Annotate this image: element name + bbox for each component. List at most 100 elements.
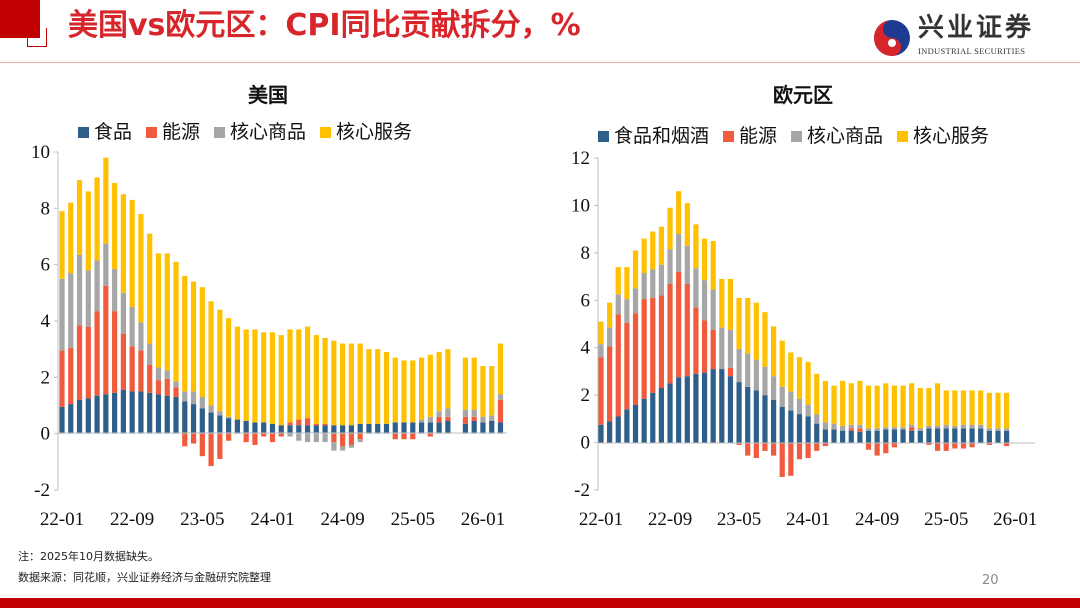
bar-食品和烟酒 bbox=[745, 386, 751, 443]
x-tick-label: 26-01 bbox=[461, 509, 505, 530]
bar-能源 bbox=[182, 433, 188, 447]
legend-us: 食品 能源 核心商品 核心服务 bbox=[78, 121, 426, 143]
bar-核心服务 bbox=[85, 191, 91, 271]
bar-能源 bbox=[986, 442, 992, 445]
bar-能源 bbox=[934, 442, 941, 451]
bar-食品 bbox=[418, 422, 425, 434]
bar-核心商品 bbox=[943, 424, 949, 429]
bar-核心服务 bbox=[182, 275, 188, 392]
bar-能源 bbox=[710, 329, 716, 370]
bar-核心服务 bbox=[427, 354, 433, 417]
bar-核心商品 bbox=[357, 439, 363, 443]
bar-核心商品 bbox=[676, 233, 682, 272]
bar-食品和烟酒 bbox=[857, 431, 863, 443]
bar-食品和烟酒 bbox=[969, 428, 975, 443]
y-tick-label: 10 bbox=[31, 142, 50, 163]
bar-核心服务 bbox=[701, 238, 708, 281]
bar-核心商品 bbox=[208, 405, 214, 413]
bar-核心商品 bbox=[969, 424, 975, 429]
bar-核心商品 bbox=[173, 381, 179, 388]
bar-核心服务 bbox=[598, 321, 604, 345]
bar-核心服务 bbox=[445, 349, 451, 409]
bar-能源 bbox=[208, 433, 214, 467]
bar-核心服务 bbox=[632, 250, 639, 289]
bar-能源 bbox=[727, 367, 734, 377]
bar-能源 bbox=[684, 283, 690, 377]
bar-能源 bbox=[173, 387, 179, 398]
bar-能源 bbox=[331, 433, 337, 443]
bar-食品 bbox=[340, 425, 346, 434]
bar-核心服务 bbox=[857, 380, 863, 425]
bar-食品和烟酒 bbox=[779, 407, 785, 443]
bar-能源 bbox=[59, 350, 65, 407]
bar-核心服务 bbox=[978, 390, 984, 425]
bar-核心服务 bbox=[410, 360, 416, 423]
bar-食品和烟酒 bbox=[719, 369, 725, 443]
bar-核心商品 bbox=[710, 289, 716, 330]
bar-能源 bbox=[650, 297, 656, 393]
x-tick-label: 25-05 bbox=[391, 509, 435, 530]
bar-食品 bbox=[480, 422, 486, 434]
x-tick-label: 22-01 bbox=[40, 509, 84, 530]
legend-swatch bbox=[214, 126, 226, 138]
bar-食品 bbox=[85, 398, 91, 434]
bar-核心服务 bbox=[796, 357, 803, 399]
x-tick-label: 23-05 bbox=[180, 509, 224, 530]
bar-核心商品 bbox=[909, 424, 915, 428]
bar-能源 bbox=[676, 271, 682, 378]
bar-能源 bbox=[252, 433, 258, 445]
bar-核心服务 bbox=[822, 380, 828, 423]
bar-核心服务 bbox=[304, 326, 311, 419]
bar-核心商品 bbox=[727, 329, 734, 368]
bar-核心商品 bbox=[831, 423, 837, 430]
bar-核心商品 bbox=[891, 427, 898, 430]
bar-食品 bbox=[252, 422, 258, 434]
bar-核心服务 bbox=[960, 390, 967, 425]
y-tick-label: -2 bbox=[34, 480, 50, 501]
legend-label: 食品 bbox=[94, 121, 133, 143]
bar-能源 bbox=[667, 283, 673, 384]
bar-能源 bbox=[952, 442, 958, 449]
bar-核心商品 bbox=[296, 433, 302, 441]
bar-核心商品 bbox=[796, 398, 803, 415]
company-logo-text: 兴业证券 bbox=[918, 13, 1035, 43]
bar-食品 bbox=[313, 425, 319, 434]
y-tick-label: -2 bbox=[574, 480, 590, 501]
bar-核心服务 bbox=[173, 261, 179, 382]
chart-title-us: 美国 bbox=[248, 83, 288, 107]
bar-核心商品 bbox=[217, 411, 223, 416]
bar-能源 bbox=[199, 433, 205, 457]
bar-食品 bbox=[217, 415, 223, 434]
bar-核心商品 bbox=[331, 442, 337, 451]
bar-食品和烟酒 bbox=[624, 409, 630, 443]
bar-核心服务 bbox=[710, 241, 716, 290]
bar-核心服务 bbox=[727, 278, 734, 330]
bar-核心商品 bbox=[76, 254, 83, 326]
bar-食品和烟酒 bbox=[848, 430, 854, 443]
bar-核心服务 bbox=[269, 332, 276, 424]
bar-能源 bbox=[891, 442, 898, 448]
bar-核心商品 bbox=[348, 444, 355, 448]
bar-核心服务 bbox=[934, 383, 941, 426]
bar-核心商品 bbox=[986, 428, 992, 431]
bar-食品 bbox=[226, 418, 232, 434]
bar-核心服务 bbox=[497, 343, 504, 395]
y-tick-label: 8 bbox=[581, 243, 591, 264]
bar-能源 bbox=[261, 433, 267, 437]
bar-能源 bbox=[226, 433, 232, 441]
y-tick-label: 8 bbox=[41, 198, 51, 219]
bar-食品 bbox=[436, 422, 442, 434]
legend-swatch bbox=[146, 126, 158, 138]
bar-核心服务 bbox=[76, 180, 83, 255]
bar-食品 bbox=[199, 408, 205, 434]
bar-核心商品 bbox=[497, 394, 504, 400]
bar-核心商品 bbox=[779, 386, 785, 407]
bar-核心服务 bbox=[745, 297, 751, 354]
bar-能源 bbox=[129, 346, 135, 392]
bar-核心服务 bbox=[693, 224, 699, 269]
bar-核心商品 bbox=[427, 416, 433, 423]
bar-食品 bbox=[155, 394, 162, 434]
bar-能源 bbox=[598, 357, 604, 425]
bar-核心商品 bbox=[874, 428, 880, 431]
bar-能源 bbox=[401, 433, 407, 440]
